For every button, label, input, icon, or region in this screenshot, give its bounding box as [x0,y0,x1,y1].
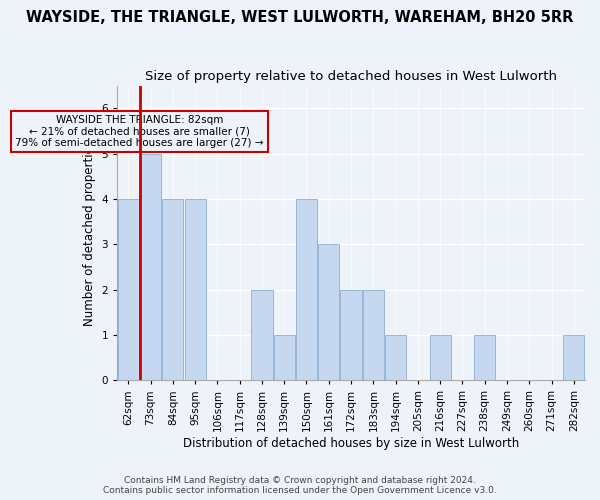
Bar [340,290,362,380]
Bar [474,335,496,380]
Y-axis label: Number of detached properties: Number of detached properties [83,140,96,326]
Bar [162,199,184,380]
Bar [563,335,584,380]
Bar [363,290,384,380]
Text: WAYSIDE THE TRIANGLE: 82sqm
← 21% of detached houses are smaller (7)
79% of semi: WAYSIDE THE TRIANGLE: 82sqm ← 21% of det… [15,115,263,148]
Bar [318,244,340,380]
Bar [385,335,406,380]
Bar [274,335,295,380]
Title: Size of property relative to detached houses in West Lulworth: Size of property relative to detached ho… [145,70,557,83]
Bar [430,335,451,380]
Bar [296,199,317,380]
Text: Contains HM Land Registry data © Crown copyright and database right 2024.
Contai: Contains HM Land Registry data © Crown c… [103,476,497,495]
Bar [251,290,272,380]
Bar [118,199,139,380]
Text: WAYSIDE, THE TRIANGLE, WEST LULWORTH, WAREHAM, BH20 5RR: WAYSIDE, THE TRIANGLE, WEST LULWORTH, WA… [26,10,574,25]
Bar [140,154,161,380]
Bar [185,199,206,380]
X-axis label: Distribution of detached houses by size in West Lulworth: Distribution of detached houses by size … [183,437,519,450]
